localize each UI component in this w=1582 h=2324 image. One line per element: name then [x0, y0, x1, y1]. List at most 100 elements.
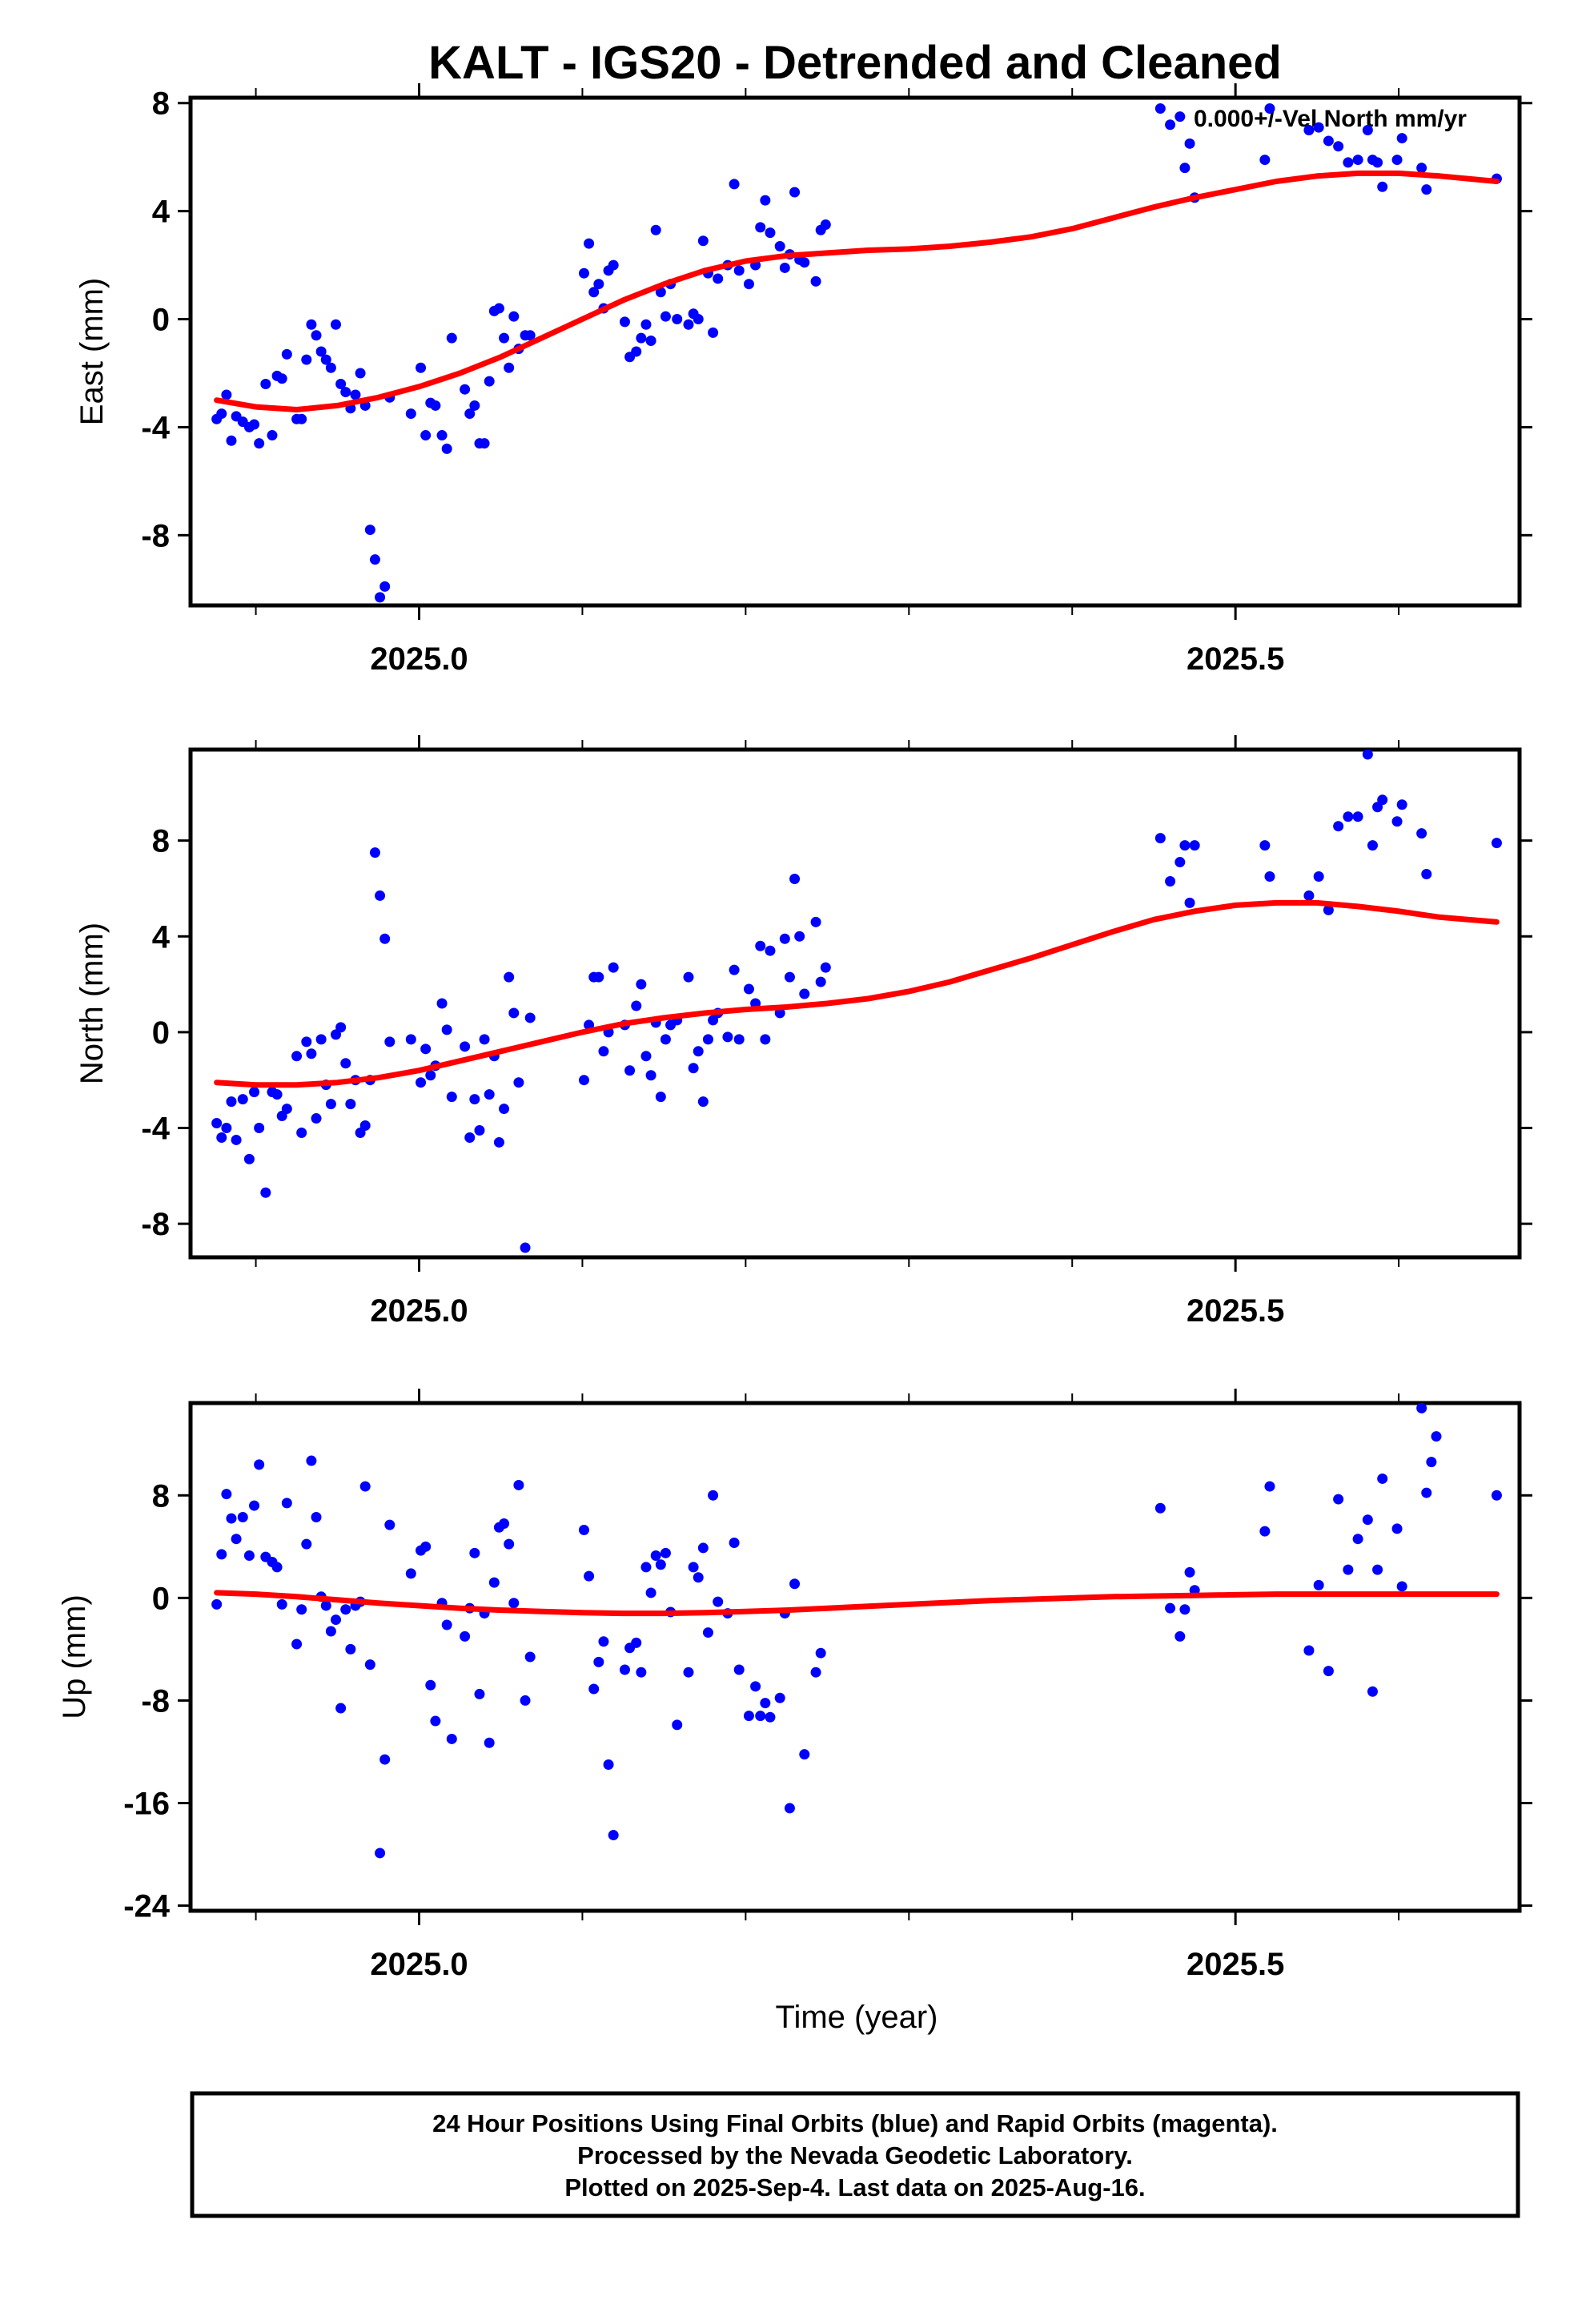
up-data-point	[660, 1547, 671, 1558]
north-data-point	[216, 1132, 227, 1143]
up-data-point	[799, 1749, 810, 1760]
north-data-point	[231, 1134, 242, 1145]
east-data-point	[1343, 157, 1354, 168]
footer-line-3: Plotted on 2025-Sep-4. Last data on 2025…	[564, 2173, 1145, 2201]
north-data-point	[469, 1094, 480, 1105]
east-xtick-label: 2025.5	[1186, 641, 1284, 677]
up-data-point	[524, 1651, 536, 1663]
up-data-point	[513, 1479, 524, 1490]
north-data-point	[784, 971, 795, 983]
north-data-point	[513, 1077, 524, 1088]
north-ylabel: North (mm)	[74, 923, 110, 1084]
north-data-point	[598, 1046, 609, 1057]
north-data-point	[375, 890, 386, 901]
east-data-point	[441, 443, 452, 454]
north-data-point	[815, 976, 826, 987]
north-data-point	[504, 971, 515, 983]
up-data-point	[1396, 1581, 1407, 1592]
north-data-point	[243, 1153, 255, 1164]
up-data-point	[1491, 1490, 1502, 1501]
up-data-point	[499, 1518, 510, 1529]
east-data-point	[221, 389, 232, 400]
north-data-point	[1259, 840, 1271, 851]
north-plot-area	[211, 750, 1502, 1253]
north-ytick-label: 0	[152, 1015, 170, 1051]
up-frame	[188, 1401, 1522, 1913]
up-data-point	[340, 1604, 351, 1615]
east-data-point	[636, 332, 647, 344]
up-data-point	[301, 1538, 312, 1550]
up-data-point	[1391, 1523, 1403, 1534]
up-data-point	[729, 1538, 740, 1549]
east-data-point	[1362, 124, 1373, 135]
north-data-point	[464, 1132, 476, 1143]
east-data-point	[320, 354, 331, 365]
up-data-point	[619, 1664, 630, 1675]
up-data-point	[311, 1511, 322, 1522]
north-data-point	[254, 1123, 265, 1134]
north-xtick-label: 2025.0	[370, 1293, 468, 1329]
north-data-point	[1179, 840, 1191, 851]
east-data-point	[789, 187, 801, 198]
up-data-point	[645, 1587, 656, 1598]
north-data-point	[479, 1034, 490, 1045]
up-data-point	[1184, 1566, 1195, 1578]
up-data-point	[430, 1715, 441, 1727]
north-data-point	[211, 1118, 223, 1129]
north-data-point	[640, 1051, 652, 1062]
up-plot-area	[211, 1403, 1502, 1859]
north-data-point	[655, 1092, 666, 1103]
east-data-point	[504, 362, 515, 373]
north-data-point	[1333, 821, 1344, 832]
north-data-point	[636, 979, 647, 990]
north-data-point	[733, 1034, 745, 1045]
north-data-point	[722, 1031, 733, 1043]
up-fit-line	[214, 1590, 1500, 1617]
north-data-point	[524, 1012, 536, 1023]
east-ylabel: East (mm)	[74, 278, 110, 425]
east-data-point	[260, 378, 271, 389]
up-data-point	[249, 1500, 260, 1511]
north-data-point	[1377, 794, 1388, 806]
east-data-point	[493, 303, 504, 314]
north-data-point	[743, 983, 754, 995]
up-data-point	[1343, 1564, 1354, 1575]
east-data-point	[375, 592, 386, 603]
north-data-point	[306, 1048, 317, 1059]
up-data-point	[1352, 1534, 1363, 1545]
north-ytick-label: -4	[141, 1112, 170, 1147]
up-data-point	[1372, 1564, 1383, 1575]
north-data-point	[593, 971, 604, 983]
north-data-point	[693, 1046, 704, 1057]
north-data-point	[1396, 799, 1407, 810]
east-data-point	[1259, 155, 1271, 166]
up-data-point	[693, 1572, 704, 1583]
up-data-point	[243, 1550, 255, 1562]
north-data-point	[702, 1034, 713, 1045]
north-data-point	[221, 1123, 232, 1134]
east-data-point	[683, 319, 694, 330]
east-data-point	[799, 257, 810, 268]
up-data-point	[474, 1688, 485, 1699]
east-xtick-label: 2025.0	[370, 641, 468, 677]
up-data-point	[815, 1647, 826, 1659]
up-data-point	[325, 1626, 336, 1637]
east-data-point	[226, 435, 237, 446]
up-data-point	[672, 1719, 683, 1731]
up-data-point	[488, 1577, 500, 1588]
up-data-point	[708, 1490, 719, 1501]
east-data-point	[578, 267, 589, 279]
east-data-point	[335, 378, 347, 389]
up-data-point	[330, 1614, 341, 1626]
up-data-point	[520, 1695, 531, 1706]
east-data-point	[743, 279, 754, 290]
north-data-point	[359, 1120, 371, 1132]
up-data-point	[504, 1538, 515, 1550]
north-data-point	[1184, 897, 1195, 908]
up-data-point	[593, 1656, 604, 1667]
east-data-point	[1396, 133, 1407, 144]
east-data-point	[820, 219, 831, 230]
north-data-point	[1416, 828, 1427, 839]
north-panel: 2025.0 2025.5 -8 -4 0 4 8 North (mm)	[74, 735, 1532, 1329]
